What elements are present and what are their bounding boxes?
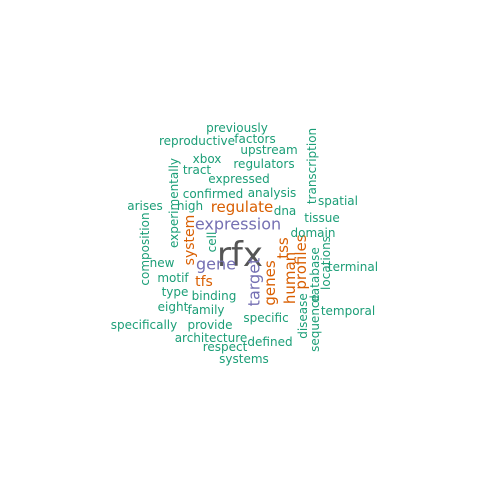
word-temporal: temporal bbox=[321, 304, 375, 318]
word-systems: systems bbox=[219, 352, 269, 366]
word-tract: tract bbox=[183, 163, 212, 177]
word-gene: gene bbox=[196, 255, 236, 274]
word-binding: binding bbox=[192, 289, 237, 303]
word-profiles: profiles bbox=[292, 234, 310, 289]
word-tfs: tfs bbox=[195, 274, 213, 290]
word-rfx: rfx bbox=[217, 235, 263, 275]
word-regulators: regulators bbox=[233, 157, 294, 171]
word-defined: defined bbox=[247, 335, 292, 349]
word-reproductive: reproductive bbox=[159, 134, 235, 148]
word-high: high bbox=[177, 199, 203, 213]
word-arises: arises bbox=[127, 199, 163, 213]
word-new: new bbox=[150, 256, 175, 270]
word-cell: cell bbox=[205, 232, 219, 253]
word-sequence: sequence bbox=[308, 294, 322, 352]
word-confirmed: confirmed bbox=[183, 187, 244, 201]
word-xbox: xbox bbox=[193, 152, 222, 166]
word-tss: tss bbox=[274, 237, 292, 259]
word-database: database bbox=[308, 247, 322, 303]
word-architecture: architecture bbox=[175, 331, 248, 345]
word-system: system bbox=[182, 215, 198, 266]
word-spatial: spatial bbox=[318, 194, 358, 208]
word-analysis: analysis bbox=[248, 186, 297, 200]
word-specifically: specifically bbox=[111, 318, 177, 332]
word-previously: previously bbox=[206, 121, 268, 135]
word-composition: composition bbox=[138, 212, 152, 285]
word-type: type bbox=[162, 285, 189, 299]
word-transcription: transcription bbox=[305, 128, 319, 204]
word-regulate: regulate bbox=[211, 198, 274, 216]
word-expression: expression bbox=[195, 215, 281, 234]
word-motif: motif bbox=[157, 271, 189, 285]
word-experimentally: experimentally bbox=[167, 158, 181, 248]
word-factors: factors bbox=[234, 132, 275, 146]
word-tissue: tissue bbox=[304, 211, 340, 225]
word-family: family bbox=[187, 303, 224, 317]
word-human: human bbox=[281, 252, 299, 304]
word-provide: provide bbox=[187, 318, 232, 332]
word-upstream: upstream bbox=[240, 143, 297, 157]
word-dna: dna bbox=[274, 204, 297, 218]
word-respect: respect bbox=[203, 340, 248, 354]
word-target: target bbox=[245, 258, 264, 307]
word-genes: genes bbox=[261, 260, 279, 305]
word-eight: eight bbox=[158, 300, 189, 314]
word-disease: disease bbox=[296, 293, 310, 339]
word-specific: specific bbox=[243, 311, 288, 325]
word-expressed: expressed bbox=[208, 172, 269, 186]
word-terminal: terminal bbox=[328, 260, 378, 274]
word-domain: domain bbox=[291, 226, 336, 240]
word-locations: locations bbox=[319, 236, 333, 290]
